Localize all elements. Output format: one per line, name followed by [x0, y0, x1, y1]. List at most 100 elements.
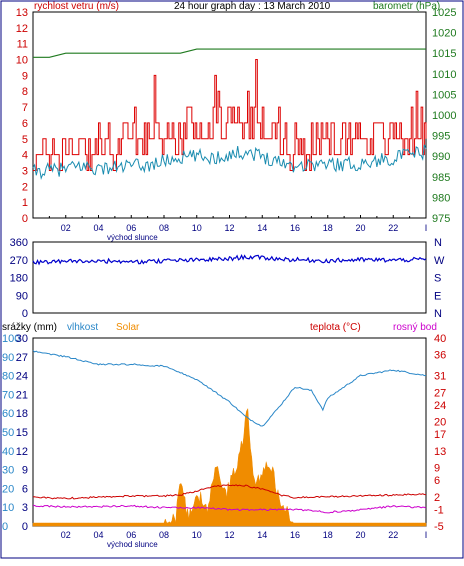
- temp-y-tick-label: 2: [434, 492, 440, 504]
- wind-avg-line: [32, 144, 427, 181]
- baro-y-tick-label: 1025: [432, 7, 456, 19]
- solar-label: Solar: [116, 322, 140, 333]
- bottom-x-tick-label: 20: [355, 530, 365, 540]
- humidity-y-tick-label: 50: [2, 427, 14, 439]
- bottom-x-tick-label: 16: [290, 530, 300, 540]
- direction-y-tick-label: 0: [22, 308, 28, 320]
- wind-y-tick-label: 11: [17, 39, 28, 51]
- humidity-y-tick-label: 70: [2, 389, 14, 401]
- temp-y-tick-label: 40: [434, 333, 446, 345]
- baro-y-tick-label: 995: [432, 131, 450, 143]
- wind-gust-line: [33, 59, 427, 171]
- humidity-line: [32, 350, 427, 427]
- temp-y-tick-label: 13: [434, 446, 446, 458]
- baro-axis-label: barometr (hPa): [373, 1, 440, 12]
- direction-y-tick-label: 360: [10, 237, 28, 249]
- wind-y-tick-label: 0: [22, 213, 28, 225]
- baro-y-tick-label: 975: [432, 213, 450, 225]
- direction-plot-frame: [32, 241, 427, 314]
- baro-y-tick-label: 1010: [432, 69, 456, 81]
- temp-y-tick-label: 6: [434, 475, 440, 487]
- baro-y-tick-label: 985: [432, 172, 450, 184]
- wind-x-tick-label: 18: [323, 223, 333, 233]
- rain-y-tick-label: 27: [16, 352, 28, 364]
- temp-y-tick-label: 17: [434, 429, 446, 441]
- rain-y-tick-label: 24: [16, 371, 28, 383]
- baro-y-tick-label: 980: [432, 192, 450, 204]
- bottom-x-tick-label: 08: [159, 530, 169, 540]
- wind-y-tick-label: 6: [22, 118, 28, 130]
- wind-x-tick-label: 20: [355, 223, 365, 233]
- baro-y-tick-label: 1015: [432, 48, 456, 60]
- compass-label: N: [434, 308, 442, 320]
- direction-y-tick-label: 270: [10, 255, 28, 267]
- wind-y-tick-label: 8: [22, 86, 28, 98]
- humidity-y-tick-label: 10: [2, 502, 14, 514]
- humidity-y-tick-label: 30: [2, 465, 14, 477]
- humidity-y-tick-label: 20: [2, 483, 14, 495]
- temp-y-tick-label: 31: [434, 371, 446, 383]
- compass-label: E: [434, 290, 441, 302]
- temperature-label: teplota (°C): [310, 322, 361, 333]
- bottom-x-tick-label: 22: [388, 530, 398, 540]
- temp-y-tick-label: 20: [434, 417, 446, 429]
- bottom-x-tick-label: 12: [224, 530, 234, 540]
- compass-label: S: [434, 273, 441, 285]
- rain-humidity-temp-panel: 0102030405060708090100036912151821242730…: [2, 333, 446, 549]
- rain-y-tick-label: 9: [22, 465, 28, 477]
- bottom-x-tick-label: 14: [257, 530, 267, 540]
- humidity-y-tick-label: 100: [2, 333, 20, 345]
- bottom-x-tick-label: 04: [93, 530, 103, 540]
- chart-title: 24 hour graph day : 13 March 2010: [174, 1, 331, 12]
- rain-y-tick-label: 6: [22, 483, 28, 495]
- wind-y-tick-label: 1: [22, 197, 28, 209]
- sunrise-note-bottom: východ slunce: [107, 540, 158, 549]
- bottom-x-tick-label: I: [425, 530, 428, 540]
- humidity-y-tick-label: 60: [2, 408, 14, 420]
- direction-y-tick-label: 180: [10, 273, 28, 285]
- compass-label: N: [434, 237, 442, 249]
- rain-axis-label: srážky (mm): [2, 322, 57, 333]
- rain-y-tick-label: 21: [16, 389, 28, 401]
- rain-y-tick-label: 18: [16, 408, 28, 420]
- temp-y-tick-label: -5: [434, 521, 444, 533]
- direction-y-tick-label: 90: [16, 290, 28, 302]
- wind-y-tick-label: 3: [22, 165, 28, 177]
- wind-panel: 0123456789101112139759809859909951000100…: [16, 7, 457, 242]
- wind-y-tick-label: 12: [16, 23, 28, 35]
- wind-x-tick-label: 12: [224, 223, 234, 233]
- bottom-x-tick-label: 10: [192, 530, 202, 540]
- wind-y-tick-label: 4: [22, 150, 28, 162]
- humidity-y-tick-label: 90: [2, 352, 14, 364]
- wind-x-tick-label: 14: [257, 223, 267, 233]
- humidity-y-tick-label: 40: [2, 446, 14, 458]
- wind-x-tick-label: 02: [61, 223, 71, 233]
- wind-x-tick-label: 08: [159, 223, 169, 233]
- humidity-y-tick-label: 80: [2, 371, 14, 383]
- humidity-y-tick-label: 0: [2, 521, 8, 533]
- baro-y-tick-label: 1000: [432, 110, 456, 122]
- rain-y-tick-label: 15: [16, 427, 28, 439]
- temp-y-tick-label: 27: [434, 387, 446, 399]
- wind-y-tick-label: 13: [16, 7, 28, 19]
- dewpoint-line: [32, 504, 427, 514]
- wind-y-tick-label: 7: [22, 102, 28, 114]
- wind-x-tick-label: 04: [93, 223, 103, 233]
- temperature-line: [32, 484, 427, 500]
- temp-y-tick-label: 9: [434, 463, 440, 475]
- temp-y-tick-label: 24: [434, 400, 446, 412]
- rain-y-tick-label: 3: [22, 502, 28, 514]
- rain-y-tick-label: 30: [16, 333, 28, 345]
- wind-x-tick-label: 22: [388, 223, 398, 233]
- temp-y-tick-label: 36: [434, 350, 446, 362]
- wind-y-tick-label: 5: [22, 134, 28, 146]
- wind-x-tick-label: 16: [290, 223, 300, 233]
- solar-area: [32, 407, 427, 527]
- sunrise-note: východ slunce: [107, 233, 158, 242]
- wind-axis-label: rychlost vetru (m/s): [34, 1, 119, 12]
- wind-y-tick-label: 2: [22, 181, 28, 193]
- humidity-label: vlhkost: [67, 322, 98, 333]
- baro-line: [33, 48, 426, 58]
